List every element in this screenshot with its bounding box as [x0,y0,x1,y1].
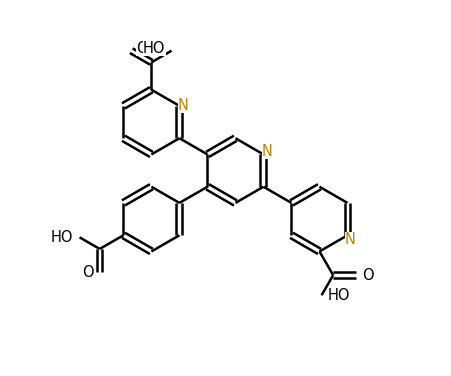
Text: HO: HO [51,230,74,245]
Text: N: N [178,99,189,114]
Text: O: O [136,41,148,56]
Text: O: O [82,265,94,280]
Text: N: N [262,144,273,159]
Text: HO: HO [143,41,166,56]
Text: HO: HO [327,288,350,303]
Text: N: N [345,232,355,247]
Text: O: O [363,268,374,283]
